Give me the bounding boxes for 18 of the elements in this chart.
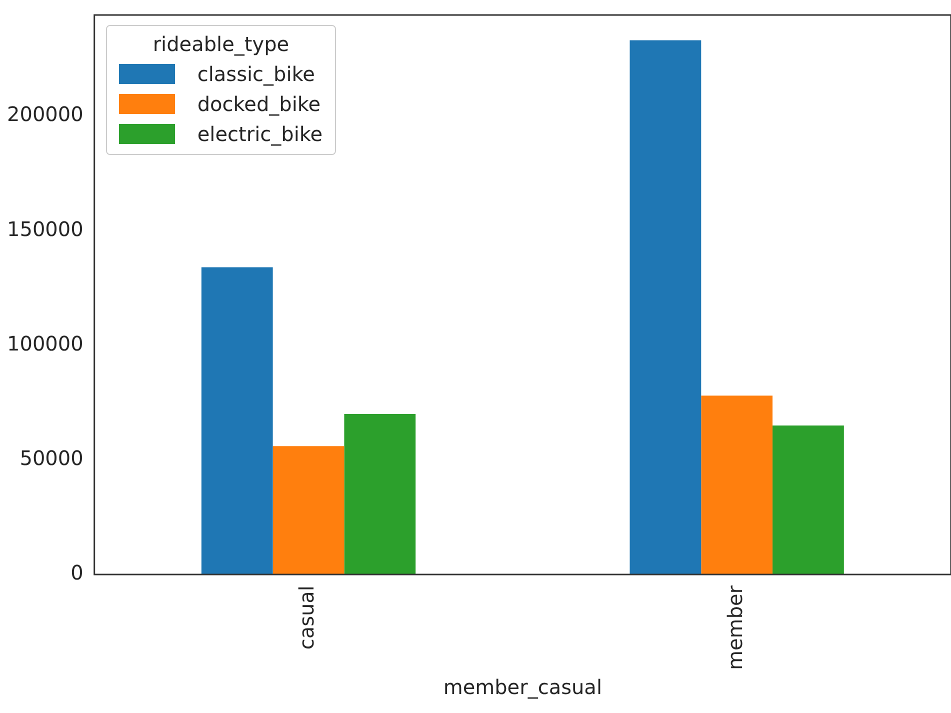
x-tick-label: casual [294, 586, 319, 650]
bar [630, 40, 702, 575]
bar [201, 267, 273, 575]
bar [344, 414, 416, 575]
legend-label: docked_bike [197, 92, 321, 116]
y-tick-label: 100000 [6, 331, 84, 356]
legend-title: rideable_type [152, 32, 290, 56]
y-tick-label: 150000 [6, 216, 84, 241]
x-axis-title: member_casual [443, 675, 602, 700]
bar [701, 396, 773, 575]
y-tick-label: 200000 [6, 102, 84, 126]
x-tick-label: member [723, 584, 748, 670]
bar [772, 425, 844, 575]
legend-label: classic_bike [197, 62, 315, 86]
legend-label: electric_bike [197, 122, 323, 146]
bar [272, 446, 344, 575]
y-tick-label: 50000 [20, 446, 84, 470]
y-tick-label: 0 [70, 560, 84, 585]
